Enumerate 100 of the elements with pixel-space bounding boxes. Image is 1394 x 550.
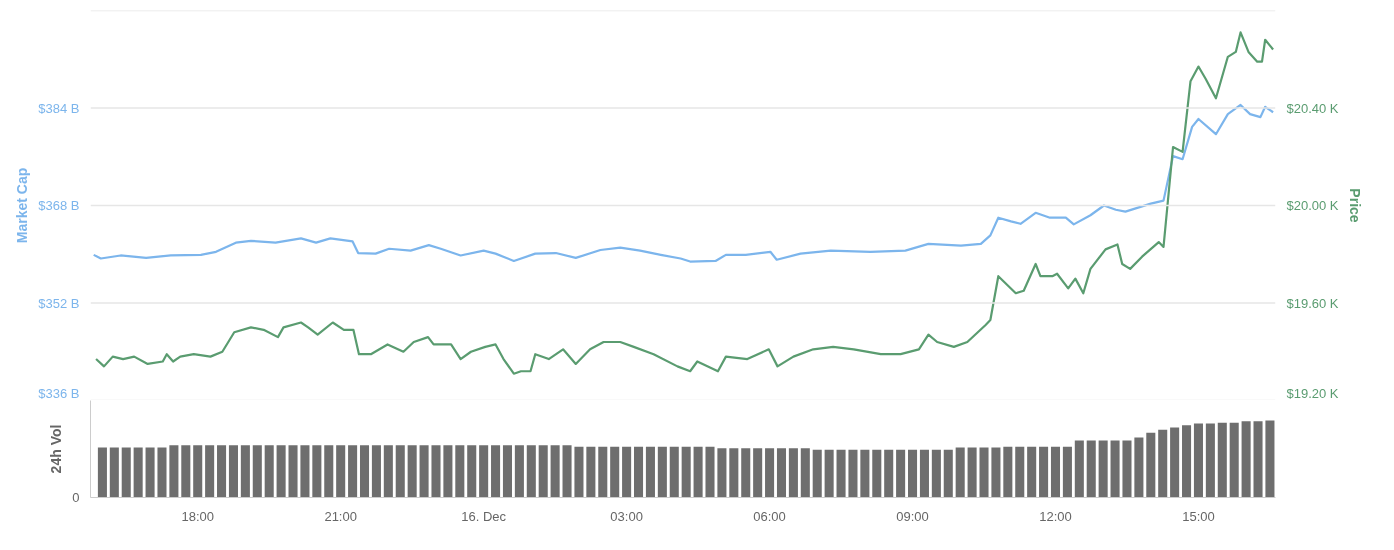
bar [1229, 422, 1239, 498]
bar [348, 445, 358, 498]
bar [145, 447, 155, 498]
text: 0 [72, 490, 80, 505]
bar [169, 445, 179, 498]
y2-axis-title: Price [1346, 188, 1363, 223]
bar [562, 445, 572, 498]
bar [1205, 423, 1215, 498]
bar [598, 446, 608, 498]
bar [443, 445, 453, 498]
bar [657, 446, 667, 498]
bar [753, 448, 763, 498]
bar [1122, 440, 1132, 498]
bar [205, 445, 215, 498]
bar [848, 449, 858, 498]
y2-tick-label: $20.40 K [1286, 100, 1339, 116]
y2-tick-label: $19.20 K [1286, 385, 1339, 401]
bar [550, 445, 560, 498]
bar [574, 446, 584, 498]
bar [908, 449, 918, 498]
bar [1134, 437, 1144, 498]
bar [407, 445, 417, 498]
bar [1217, 422, 1227, 498]
bar [336, 445, 346, 498]
bar [741, 448, 751, 498]
bar [252, 445, 262, 498]
bar [538, 445, 548, 498]
bar [788, 448, 798, 498]
bar [872, 449, 882, 498]
bar [431, 445, 441, 498]
bar [1039, 446, 1049, 498]
bar [1253, 421, 1263, 498]
x-tick-label: 12:00 [1039, 508, 1072, 524]
bar [776, 448, 787, 498]
x-tick-label: 03:00 [610, 508, 643, 524]
bar [181, 445, 191, 498]
bar [1098, 440, 1108, 498]
bar [514, 445, 524, 498]
x-tick-label: 18:00 [181, 508, 214, 524]
bar [121, 447, 131, 498]
bar [800, 448, 810, 498]
y-tick-label: $384 B [38, 100, 80, 116]
bar [979, 447, 989, 498]
bar [1062, 446, 1072, 498]
bar [312, 445, 322, 498]
bar [919, 449, 929, 498]
y-axis-title: 24h Vol [48, 424, 65, 474]
bar [324, 445, 334, 498]
bar [288, 445, 298, 498]
x-tick-label: 21:00 [324, 508, 357, 524]
bar [228, 445, 238, 498]
bar [1193, 423, 1203, 498]
bar [1170, 427, 1180, 498]
bar [1050, 446, 1061, 498]
bar [419, 445, 429, 498]
bar [240, 445, 250, 498]
bar [1074, 440, 1084, 498]
x-tick-label: 16. Dec [461, 508, 507, 524]
bar [860, 449, 870, 498]
bar [97, 447, 107, 498]
bar [300, 445, 310, 498]
bar [383, 445, 393, 498]
bar [765, 448, 775, 498]
y2-tick-label: $20.00 K [1286, 198, 1339, 213]
bar [526, 445, 536, 498]
bar [622, 446, 632, 498]
y-tick-label: $368 B [38, 198, 80, 213]
bar [1003, 446, 1013, 498]
bar [586, 446, 596, 498]
bar [109, 447, 119, 498]
bar [729, 448, 739, 498]
y-axis-title: Market Cap [14, 167, 31, 244]
bar [955, 447, 965, 498]
bar [884, 449, 894, 498]
bar [276, 445, 286, 498]
x-tick-label: 09:00 [896, 508, 929, 524]
bar [634, 446, 644, 498]
bar [264, 445, 274, 498]
bar [717, 448, 727, 498]
bar [610, 446, 620, 498]
bar [1027, 446, 1037, 498]
bar [395, 445, 405, 498]
bar [967, 447, 977, 498]
y-tick-label: $352 B [38, 295, 80, 311]
bar [824, 449, 834, 498]
bar [455, 445, 465, 498]
bar [681, 446, 691, 498]
bar [217, 445, 227, 498]
bar [705, 446, 715, 498]
x-tick-label: 15:00 [1182, 508, 1215, 524]
bar [1086, 440, 1096, 498]
bar [812, 449, 822, 498]
bar [693, 446, 703, 498]
bar [836, 449, 846, 498]
bar [467, 445, 477, 498]
bar [1146, 432, 1156, 498]
bar [896, 449, 906, 498]
bar [479, 445, 489, 498]
bar [491, 445, 501, 498]
bar [1241, 421, 1251, 498]
